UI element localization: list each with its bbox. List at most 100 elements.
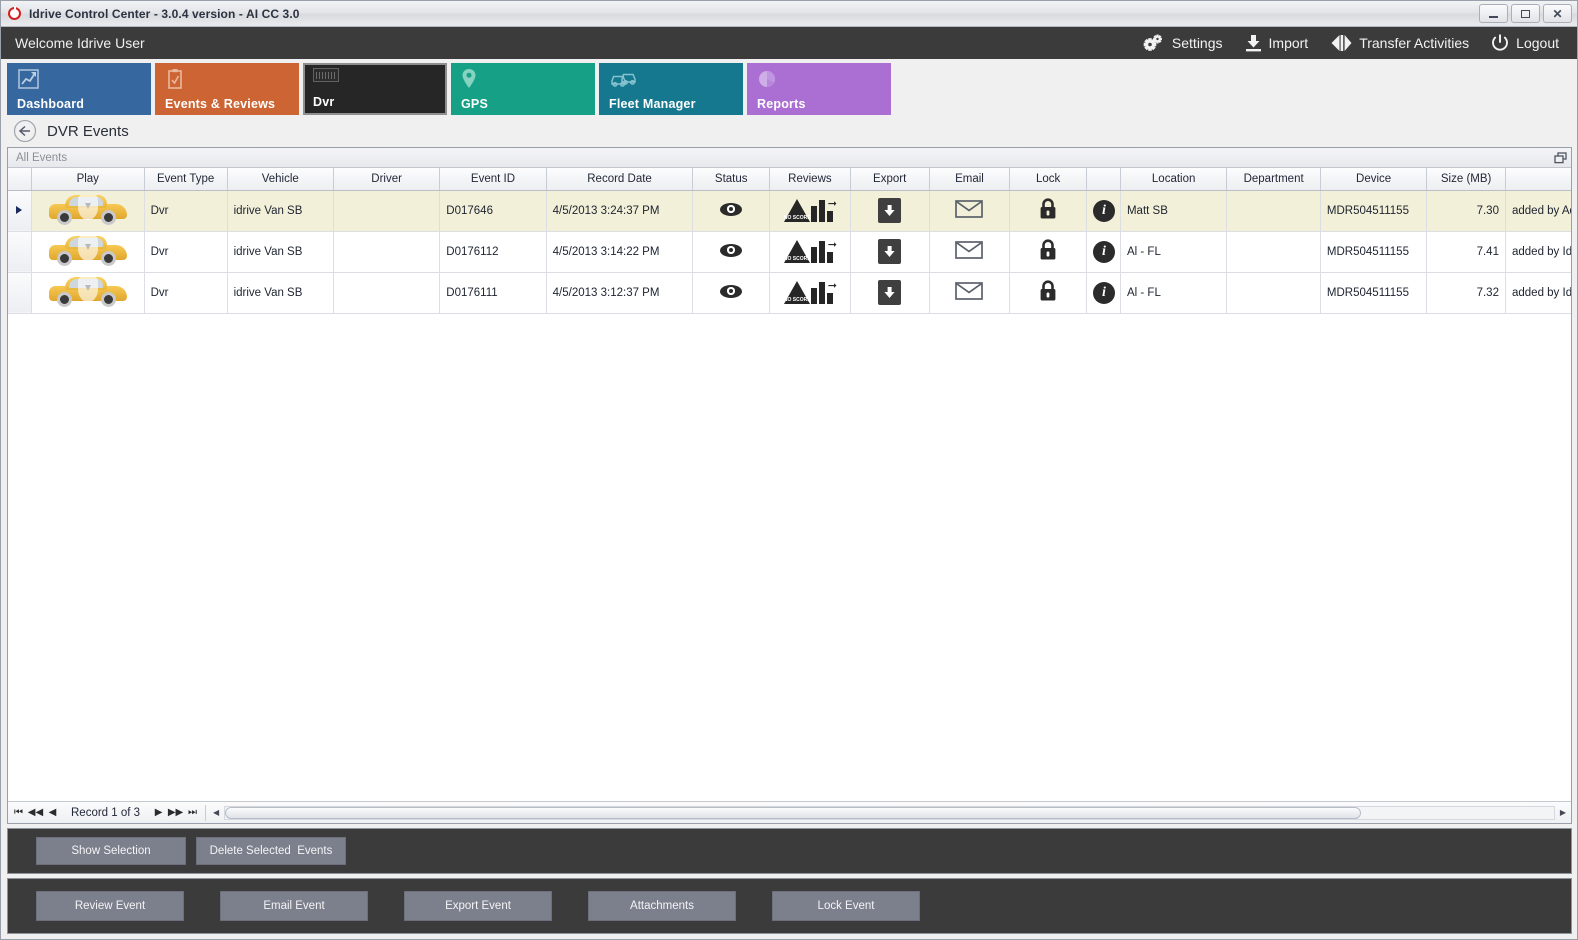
cell-event-id: D0176112 [439,231,547,273]
table-row[interactable]: Dvr idrive Van SB D0176111 4/5/2013 3:12… [8,272,1571,314]
column-play[interactable]: Play [31,168,145,191]
cell-info[interactable]: i [1086,231,1121,273]
nav-prev-button[interactable]: ◀ [48,807,57,818]
close-button[interactable]: ✕ [1543,4,1572,23]
column-size-mb[interactable]: Size (MB) [1426,168,1506,191]
cell-reviews[interactable]: NO SCORE ➞ [769,272,851,314]
transfer-activities-label: Transfer Activities [1359,35,1470,51]
column-lock[interactable]: Lock [1009,168,1087,191]
info-icon: i [1092,199,1115,222]
scroll-left-button[interactable]: ◀ [212,808,220,817]
column-location[interactable]: Location [1120,168,1228,191]
tab-gps[interactable]: GPS [451,63,595,115]
cell-driver [333,272,441,314]
column-reviews[interactable]: Reviews [769,168,851,191]
nav-prev-page-button[interactable]: ◀◀ [27,807,44,818]
delete-selected-events-button[interactable]: Delete Selected Events [196,837,346,865]
column-device[interactable]: Device [1320,168,1428,191]
events-grid-panel: All Events [7,147,1572,824]
scroll-right-button[interactable]: ▶ [1559,808,1567,817]
padlock-icon [1038,198,1058,223]
nav-first-button[interactable]: ⏮ [14,807,23,818]
column-driver[interactable]: Driver [333,168,441,191]
grid-scroll-area[interactable]: Play Event Type Vehicle Driver Event ID … [8,168,1571,801]
cell-export[interactable] [850,190,930,232]
power-icon [1491,34,1509,52]
cell-email[interactable] [929,272,1011,314]
nav-next-page-button[interactable]: ▶▶ [167,807,184,818]
export-event-button[interactable]: Export Event [404,891,552,921]
horizontal-scrollbar[interactable]: ◀ ▶ [210,805,1569,821]
column-export[interactable]: Export [850,168,930,191]
email-event-button[interactable]: Email Event [220,891,368,921]
eye-icon [720,243,743,257]
info-icon: i [1092,240,1115,263]
cell-status[interactable] [692,190,770,232]
scrollbar-track[interactable] [224,805,1555,820]
show-selection-button[interactable]: Show Selection [36,837,186,865]
row-current-indicator [8,272,32,314]
column-event-type[interactable]: Event Type [144,168,228,191]
cell-history: added by Idrive User on loca [1505,231,1571,273]
record-counter: Record 1 of 3 [71,806,141,819]
cell-info[interactable]: i [1086,272,1121,314]
restore-windows-icon[interactable] [1554,151,1567,164]
cell-lock[interactable] [1009,190,1087,232]
column-status[interactable]: Status [692,168,770,191]
attachments-button[interactable]: Attachments [588,891,736,921]
cell-lock[interactable] [1009,231,1087,273]
envelope-icon [955,282,984,304]
cell-location: Matt SB [1120,190,1228,232]
maximize-button[interactable] [1511,4,1540,23]
cell-play[interactable] [31,190,145,232]
action-panel: Review Event Email Event Export Event At… [7,878,1572,934]
table-row[interactable]: Dvr idrive Van SB D017646 4/5/2013 3:24:… [8,190,1571,232]
cell-status[interactable] [692,272,770,314]
settings-button[interactable]: Settings [1143,34,1223,52]
cell-history: added by Admin User on loca [1505,190,1571,232]
cell-play[interactable] [31,272,145,314]
cell-play[interactable] [31,231,145,273]
cell-reviews[interactable]: NO SCORE ➞ [769,190,851,232]
nav-next-button[interactable]: ▶ [154,807,163,818]
column-email[interactable]: Email [929,168,1011,191]
tab-reports[interactable]: Reports [747,63,891,115]
tab-reports-label: Reports [757,97,806,111]
logout-button[interactable]: Logout [1491,34,1559,52]
column-event-id[interactable]: Event ID [439,168,547,191]
lock-event-button[interactable]: Lock Event [772,891,920,921]
tab-gps-label: GPS [461,97,488,111]
back-arrow-icon[interactable] [13,119,37,143]
review-event-button[interactable]: Review Event [36,891,184,921]
tab-events-reviews-label: Events & Reviews [165,97,276,111]
tab-fleet-manager[interactable]: Fleet Manager [599,63,743,115]
cell-export[interactable] [850,231,930,273]
cell-status[interactable] [692,231,770,273]
cell-reviews[interactable]: NO SCORE ➞ [769,231,851,273]
nav-last-button[interactable]: ⏭ [188,807,198,818]
cell-record-date: 4/5/2013 3:12:37 PM [546,272,694,314]
cell-email[interactable] [929,190,1011,232]
column-record-date[interactable]: Record Date [546,168,694,191]
tab-events-reviews[interactable]: Events & Reviews [155,63,299,115]
scrollbar-thumb[interactable] [225,806,1362,819]
minimize-button[interactable] [1479,4,1508,23]
transfer-activities-button[interactable]: Transfer Activities [1330,34,1469,52]
column-info[interactable] [1086,168,1121,191]
table-row[interactable]: Dvr idrive Van SB D0176112 4/5/2013 3:14… [8,231,1571,273]
tab-dvr[interactable]: Dvr [303,63,447,115]
column-department[interactable]: Department [1226,168,1321,191]
logout-label: Logout [1516,35,1559,51]
page-title: DVR Events [47,122,129,140]
cell-lock[interactable] [1009,272,1087,314]
tab-dashboard[interactable]: Dashboard [7,63,151,115]
cell-export[interactable] [850,272,930,314]
column-vehicle[interactable]: Vehicle [227,168,334,191]
import-button[interactable]: Import [1245,34,1308,52]
cell-email[interactable] [929,231,1011,273]
padlock-icon [1038,239,1058,264]
cell-record-date: 4/5/2013 3:24:37 PM [546,190,694,232]
cell-info[interactable]: i [1086,190,1121,232]
column-history[interactable]: History [1505,168,1571,191]
car-thumbnail-icon [45,192,131,226]
